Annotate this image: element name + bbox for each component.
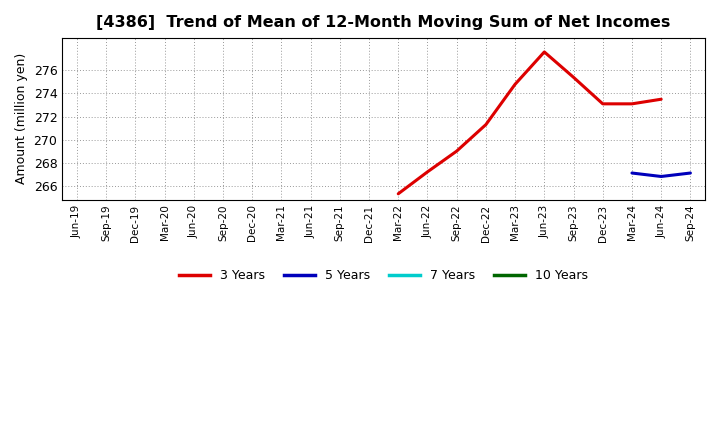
Y-axis label: Amount (million yen): Amount (million yen) <box>15 53 28 184</box>
Legend: 3 Years, 5 Years, 7 Years, 10 Years: 3 Years, 5 Years, 7 Years, 10 Years <box>174 264 593 287</box>
Title: [4386]  Trend of Mean of 12-Month Moving Sum of Net Incomes: [4386] Trend of Mean of 12-Month Moving … <box>96 15 671 30</box>
